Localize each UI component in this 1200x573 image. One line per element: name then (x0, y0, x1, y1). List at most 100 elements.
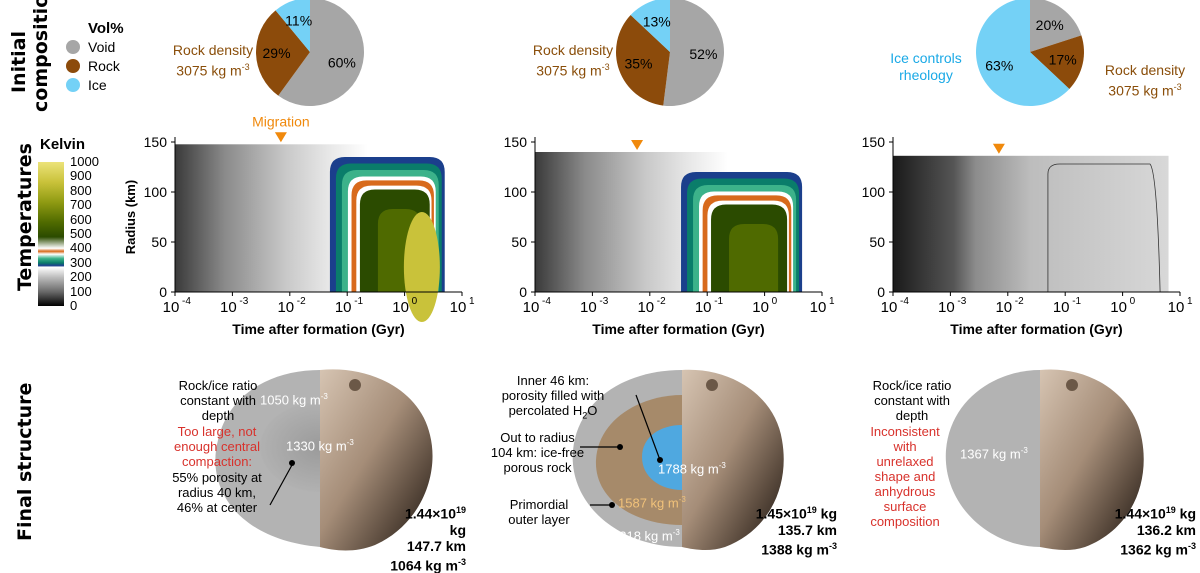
body1-porosity-line3: 46% at center (176, 500, 258, 515)
body2-mid-line3: porous rock (503, 460, 572, 475)
pie1-note-line2: 3075 kg m (176, 62, 242, 79)
legend-item-rock: Rock (66, 56, 166, 75)
x-axis-label: Time after formation (Gyr) (592, 321, 764, 337)
pie-slice-label: 35% (624, 55, 652, 71)
pie-slice-ice (275, 0, 310, 52)
body2-outer-line2: outer layer (508, 512, 570, 527)
y-tick-label: 150 (862, 134, 886, 150)
body2-outer-dot (609, 502, 615, 508)
legend-label: Void (88, 38, 116, 55)
pie-slice-void (278, 0, 364, 106)
pie-slice-label: 13% (643, 13, 671, 29)
x-tick-label: 10 (810, 299, 827, 316)
y-tick-label: 0 (877, 284, 885, 300)
y-axis-label: Radius (km) (123, 180, 138, 254)
body2-mid-dot (617, 444, 623, 450)
body2-core-density: 1788 kg m-3 (658, 461, 726, 476)
body2-outer-label: Primordial outer layer (494, 497, 584, 527)
pie3-rock-density-note: Rock density 3075 kg m-3 (1090, 62, 1200, 100)
pie-slice-void (663, 0, 725, 106)
body3-red-line1: Inconsistent (870, 424, 940, 439)
y-tick-label: 100 (504, 184, 528, 200)
x-tick-label: 10 (1168, 299, 1185, 316)
body1-note-line2: constant with (180, 393, 256, 408)
pie-slice-rock (255, 10, 310, 96)
x-tick-label: 10 (1053, 299, 1070, 316)
legend-swatch (66, 77, 80, 92)
migration-marker-icon (274, 132, 287, 143)
x-tick-exponent: -2 (297, 296, 306, 307)
legend-title: Vol% (88, 20, 124, 37)
pie1-note-line1: Rock density (172, 42, 254, 58)
colorbar-tick: 500 (70, 226, 92, 241)
x-tick-label: 10 (995, 299, 1012, 316)
pie2-rock-density-note: Rock density 3075 kg m-3 (518, 42, 628, 80)
colorbar-tick: 900 (70, 168, 92, 184)
colorbar-tick: 200 (70, 269, 92, 285)
colorbar-tick: 600 (70, 211, 92, 227)
colorbar-title: Kelvin (40, 136, 86, 153)
body1-outer-density: 1050 kg m-3 (260, 392, 328, 407)
density-exp: -3 (346, 438, 354, 447)
colorbar (38, 162, 64, 306)
x-tick-label: 10 (163, 299, 180, 316)
body3-surface-half (1040, 369, 1144, 551)
pie-2: 52% 35% 13% (615, 0, 725, 106)
x-tick-exponent: -4 (182, 296, 191, 307)
x-tick-exponent: -3 (599, 296, 608, 307)
x-tick-exponent: 1 (469, 296, 475, 307)
body1-leader-line (269, 464, 293, 506)
body1-red-line2: enough central (173, 439, 260, 454)
y-tick-label: 50 (511, 234, 527, 250)
density-exp: -3 (718, 461, 726, 470)
pie2-note-sup: -3 (601, 62, 610, 72)
body3-red-line7: composition (870, 514, 940, 529)
colorbar-tick: 400 (70, 240, 92, 256)
body2-mid-label: Out to radius 104 km: ice-free porous ro… (490, 430, 585, 475)
body2-stats: 1.45×1019 kg 135.7 km 1388 kg m-3 (742, 502, 837, 557)
x-tick-label: 10 (695, 299, 712, 316)
x-tick-exponent: -4 (542, 296, 551, 307)
final-body-1 (215, 369, 433, 551)
body1-note-line3: depth (201, 408, 235, 423)
pie-3: 20% 17% 63% (975, 0, 1084, 106)
body3-red-line4: shape and (874, 469, 936, 484)
y-tick-label: 100 (144, 184, 168, 200)
colorbar-tick: 1000 (70, 154, 99, 169)
body3-density: 1367 kg m-3 (960, 446, 1028, 461)
x-tick-label: 10 (335, 299, 352, 316)
body1-stats: 1.44×1019 kg 147.7 km 1064 kg m-3 (386, 502, 466, 573)
final-body-2 (572, 369, 784, 551)
colorbar-tick: 100 (70, 283, 92, 299)
body3-red-line3: unrelaxed (876, 454, 934, 469)
legend-item-ice: Ice (66, 75, 166, 94)
stat-density: 1362 kg m-3 (1120, 540, 1196, 558)
x-tick-exponent: 1 (829, 296, 835, 307)
x-tick-label: 10 (938, 299, 955, 316)
pie3-ice-note-line1: Ice controls (890, 50, 962, 66)
x-tick-exponent: -1 (354, 296, 363, 307)
pie-slice-label: 20% (1036, 17, 1064, 33)
pie1-note-sup: -3 (241, 62, 250, 72)
body3-stats: 1.44×1019 kg 136.2 km 1362 kg m-3 (1102, 502, 1196, 557)
legend-swatch (66, 58, 80, 73)
stat-density: 1064 kg m-3 (390, 556, 466, 573)
body1-red-note: Too large, not enough central compaction… (162, 424, 272, 469)
y-tick-label: 150 (504, 134, 528, 150)
body3-half-section (945, 370, 1040, 547)
x-tick-label: 10 (277, 299, 294, 316)
stat-radius: 136.2 km (1136, 521, 1196, 538)
x-tick-exponent: -2 (657, 296, 666, 307)
density-value: 1587 kg m (618, 495, 679, 511)
colorbar-tick: 300 (70, 254, 92, 270)
pie-slice-label: 60% (328, 54, 356, 70)
y-tick-label: 150 (144, 134, 168, 150)
x-tick-label: 10 (752, 299, 769, 316)
x-tick-exponent: 0 (772, 296, 778, 307)
y-tick-label: 50 (151, 234, 167, 250)
migration-marker-icon (992, 143, 1005, 154)
pie-1: 60% 29% 11% (255, 0, 364, 106)
